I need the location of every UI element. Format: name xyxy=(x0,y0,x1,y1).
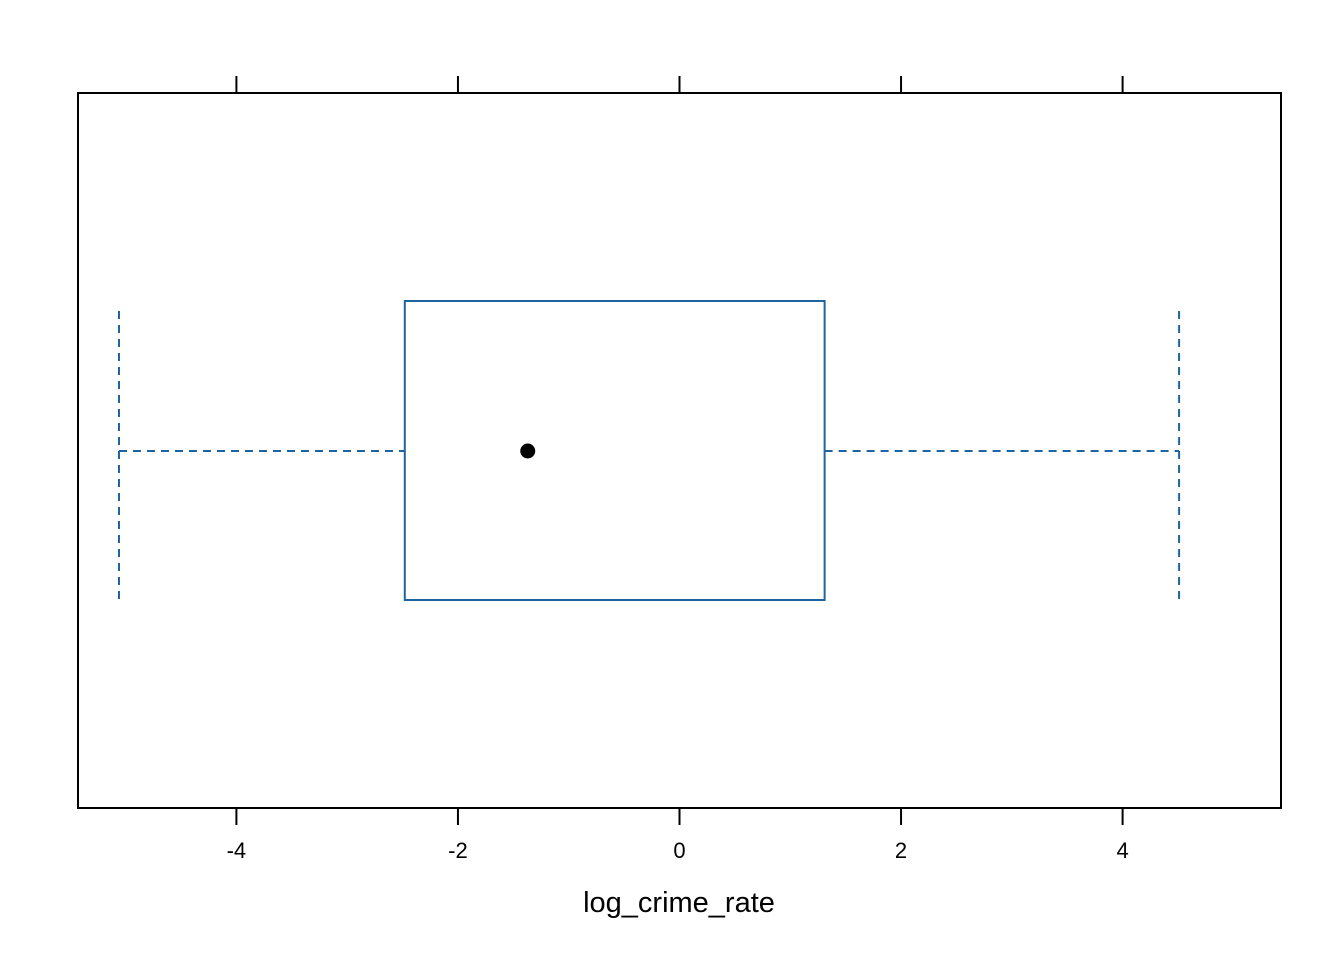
top-ticks xyxy=(235,76,1124,93)
tick-labels: -4 -2 0 2 4 xyxy=(227,838,1129,863)
x-tick-label: 0 xyxy=(673,838,685,863)
bottom-ticks xyxy=(235,808,1124,825)
x-axis-title: log_crime_rate xyxy=(583,887,775,919)
box-element xyxy=(117,300,1181,601)
x-tick-label: 2 xyxy=(895,838,907,863)
x-tick-label: -4 xyxy=(227,838,247,863)
interquartile-box xyxy=(403,300,826,601)
x-tick-label: -2 xyxy=(448,838,468,863)
x-tick-label: 4 xyxy=(1116,838,1128,863)
plot-frame xyxy=(77,92,1282,809)
median-dot xyxy=(520,443,536,459)
